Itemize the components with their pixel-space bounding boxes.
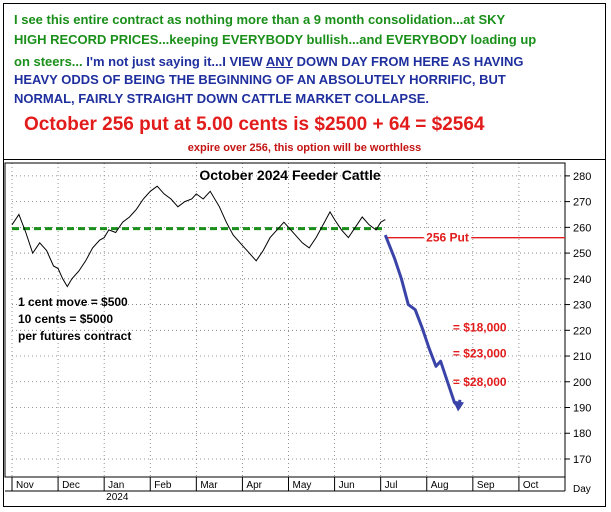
commentary-line-1: I see this entire contract as nothing mo… [14,12,506,27]
y-tick-label-230: 230 [573,300,591,312]
x-tick-label-may: May [293,480,312,491]
figure-frame [3,3,606,507]
x-tick-label-dec: Dec [62,480,80,491]
grid [11,163,565,477]
annotations: 256 Put 1 cent move = $500 10 cents = $500… [18,228,507,389]
y-tick-label-260: 260 [573,222,591,234]
x-tick-label-aug: Aug [431,480,449,491]
x-tick-label-sep: Sep [477,480,495,491]
put-label: 256 Put [426,231,469,245]
x-tick-label-nov: Nov [16,480,34,491]
x-tick-label-feb: Feb [154,480,172,491]
commentary-line-3-blue-b: DOWN DAY FROM HERE AS HAVING [293,54,524,69]
note-line-1: 1 cent move = $500 [18,295,128,309]
y-tick-label-190: 190 [573,403,591,415]
y-tick-label-280: 280 [573,171,591,183]
x-tick-label-jan: Jan [108,480,124,491]
commentary-line-3: on steers... I'm not just saying it...I … [14,53,523,71]
x-tick-label-jul: Jul [385,480,398,491]
series [11,185,565,412]
subline: expire over 256, this option will be wor… [187,142,422,154]
y-tick-label-170: 170 [573,454,591,466]
x-axis-label: Day [573,484,591,495]
y-tick-label-210: 210 [573,351,591,363]
profit-label-1: = $18,000 [453,321,507,335]
y-tick-label-180: 180 [573,428,591,440]
commentary-any-word: ANY [265,54,294,69]
note-line-3: per futures contract [18,329,131,343]
commentary-line-5: NORMAL, FAIRLY STRAIGHT DOWN CATTLE MARK… [14,91,430,106]
y-tick-label-270: 270 [573,197,591,209]
x-tick-label-oct: Oct [523,480,539,491]
x-tick-label-mar: Mar [200,480,218,491]
projection-arrowhead [453,400,465,412]
x-tick-label-jun: Jun [339,480,355,491]
x-tick-label-apr: Apr [246,480,262,491]
y-tick-label-240: 240 [573,274,591,286]
price-line [11,185,386,288]
commentary-panel: I see this entire contract as nothing mo… [4,4,605,160]
profit-label-2: = $23,000 [453,346,507,360]
y-tick-label-250: 250 [573,248,591,260]
commentary-line-2: HIGH RECORD PRICES...keeping EVERYBODY b… [14,32,537,47]
headline: October 256 put at 5.00 cents is $2500 +… [24,114,485,135]
note-line-2: 10 cents = $5000 [18,312,113,326]
commentary-line-3-green: on steers... [14,54,83,69]
chart-title: October 2024 Feeder Cattle [199,167,381,183]
year-label: 2024 [106,492,129,503]
profit-label-3: = $28,000 [453,375,507,389]
y-tick-label-220: 220 [573,325,591,337]
commentary-line-3-blue-a: I'm not just saying it...I VIEW [82,54,266,69]
y-tick-label-200: 200 [573,377,591,389]
commentary-line-4: HEAVY ODDS OF BEING THE BEGINNING OF AN … [14,72,506,87]
axes: 170 180 190 200 210 220 230 240 250 260 270 280 Nov D… [4,162,591,503]
